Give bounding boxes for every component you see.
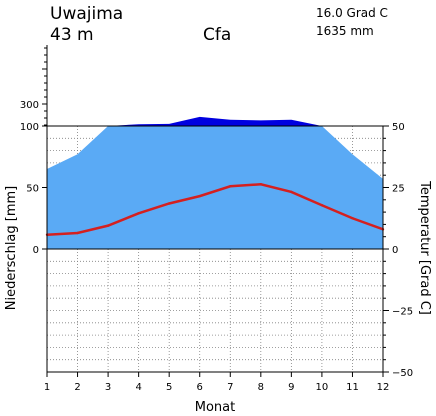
x-tick-label: 2: [74, 382, 80, 393]
temperature-line: [46, 183, 384, 236]
x-tick-label: 10: [316, 382, 329, 393]
annual-mean-temp: 16.0 Grad C: [316, 6, 388, 20]
temperature-point: [351, 217, 354, 220]
x-tick-label: 12: [377, 382, 390, 393]
x-tick-label: 11: [346, 382, 359, 393]
right-tick-label: −25: [392, 307, 413, 318]
left-tick-label: 50: [26, 184, 39, 195]
x-axis-title: Monat: [195, 400, 235, 415]
station-name: Uwajima: [50, 4, 123, 24]
right-tick-label: 50: [392, 122, 405, 133]
x-tick-label: 5: [166, 382, 172, 393]
x-tick-label: 9: [288, 382, 294, 393]
left-tick-label: 0: [33, 245, 39, 256]
temperature-point: [76, 231, 79, 235]
annual-precip: 1635 mm: [316, 24, 374, 38]
temperature-point: [137, 212, 140, 215]
station-elevation: 43 m: [50, 25, 94, 45]
x-tick-label: 8: [258, 382, 264, 393]
precipitation-excess-area: [108, 116, 322, 126]
left-axis-title: Niederschlag [mm]: [4, 186, 19, 311]
axes: [42, 45, 389, 377]
right-tick-label: −50: [392, 368, 413, 379]
x-tick-label: 1: [44, 382, 50, 393]
x-tick-label: 4: [135, 382, 141, 393]
temperature-point: [198, 194, 201, 198]
temperature-point: [106, 224, 110, 227]
temperature-point: [259, 183, 263, 186]
climate-class: Cfa: [203, 25, 231, 45]
temperature-point: [229, 185, 232, 188]
precipitation-areas: [47, 116, 383, 249]
temperature-point: [320, 204, 324, 207]
left-tick-label: 100: [20, 122, 39, 133]
right-tick-label: 0: [392, 245, 398, 256]
temperature-line-group: [45, 183, 385, 236]
right-axis-title: Temperatur [Grad C]: [417, 180, 432, 315]
x-tick-label: 6: [197, 382, 203, 393]
temperature-point: [167, 202, 171, 205]
right-tick-label: 25: [392, 184, 405, 195]
left-tick-label: 300: [20, 100, 39, 111]
temperature-point: [290, 190, 293, 194]
x-tick-label: 3: [105, 382, 111, 393]
precipitation-area: [47, 126, 383, 249]
x-tick-label: 7: [227, 382, 233, 393]
